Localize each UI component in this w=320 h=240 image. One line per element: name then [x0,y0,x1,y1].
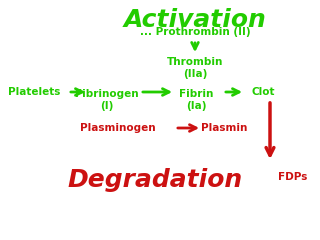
Text: ... Prothrombin (II): ... Prothrombin (II) [140,27,250,37]
Text: Plasmin: Plasmin [201,123,247,133]
Text: Fibrinogen
(I): Fibrinogen (I) [75,89,139,111]
Text: Plasminogen: Plasminogen [80,123,156,133]
Text: Clot: Clot [252,87,276,97]
Text: Thrombin
(IIa): Thrombin (IIa) [167,57,223,79]
Text: FDPs: FDPs [278,172,308,182]
Text: Activation: Activation [124,8,266,32]
Text: Platelets: Platelets [8,87,60,97]
Text: Fibrin
(Ia): Fibrin (Ia) [179,89,213,111]
Text: Degradation: Degradation [68,168,243,192]
